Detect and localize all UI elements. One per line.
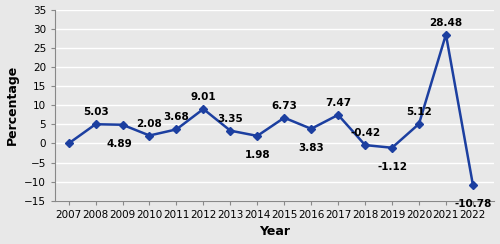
Text: 28.48: 28.48 bbox=[430, 18, 462, 28]
Text: -0.42: -0.42 bbox=[350, 128, 380, 138]
Text: 3.35: 3.35 bbox=[218, 114, 243, 124]
Text: 3.68: 3.68 bbox=[164, 112, 190, 122]
X-axis label: Year: Year bbox=[260, 225, 290, 238]
Y-axis label: Percentage: Percentage bbox=[6, 65, 18, 145]
Text: 1.98: 1.98 bbox=[244, 150, 270, 160]
Text: 6.73: 6.73 bbox=[272, 101, 297, 111]
Text: 4.89: 4.89 bbox=[107, 139, 132, 149]
Text: -10.78: -10.78 bbox=[454, 199, 492, 209]
Text: 2.08: 2.08 bbox=[136, 119, 162, 129]
Text: 5.12: 5.12 bbox=[406, 107, 432, 117]
Text: 7.47: 7.47 bbox=[325, 98, 351, 108]
Text: 3.83: 3.83 bbox=[298, 143, 324, 153]
Text: 9.01: 9.01 bbox=[190, 92, 216, 102]
Text: 5.03: 5.03 bbox=[82, 107, 108, 117]
Text: -1.12: -1.12 bbox=[377, 162, 407, 172]
